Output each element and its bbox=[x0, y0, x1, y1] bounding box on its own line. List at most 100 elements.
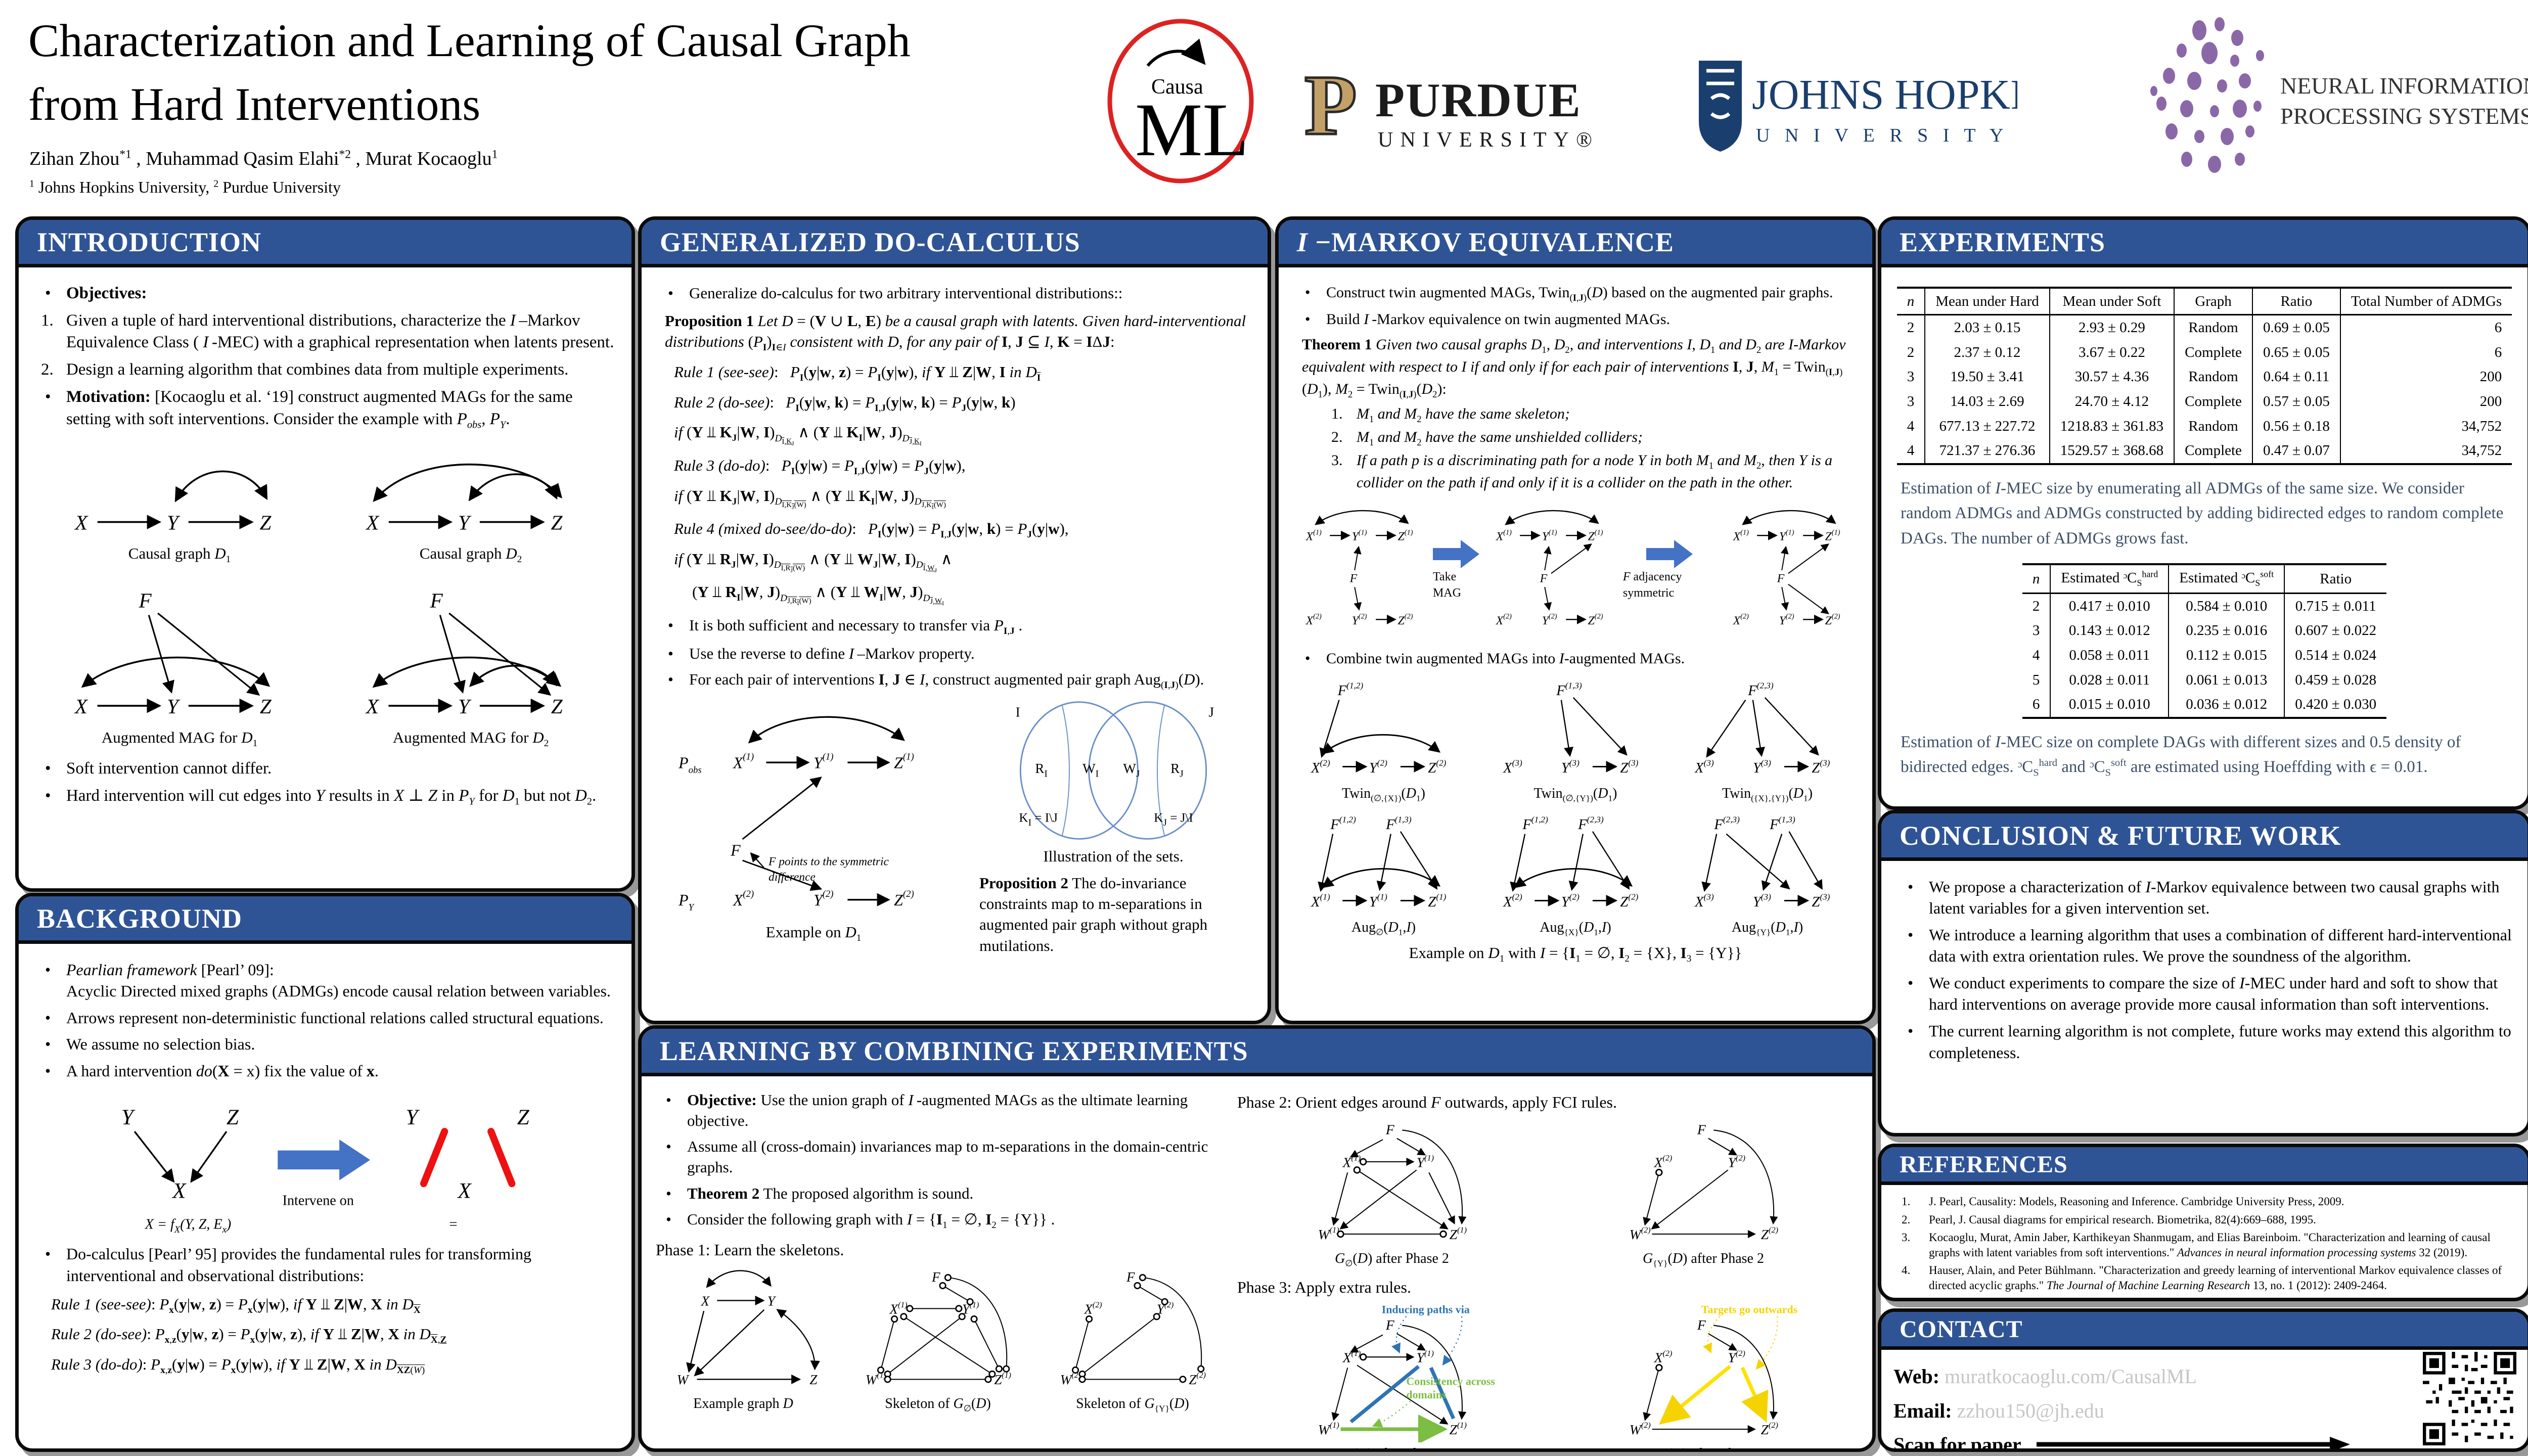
venn-label-WJ: W bbox=[1123, 761, 1136, 776]
node-label: Z bbox=[1189, 1372, 1197, 1387]
svg-text:Y(3): Y(3) bbox=[1753, 758, 1771, 776]
email-link[interactable]: zzhou150@jh.edu bbox=[1957, 1399, 2104, 1422]
caption-example-graph: Example graph D bbox=[693, 1396, 793, 1412]
svg-text:Y(1): Y(1) bbox=[1417, 1349, 1434, 1366]
venn-diagram: I J RI WI WJ RJ KI = I\J KJ = J\I bbox=[1016, 701, 1214, 840]
phase2-label: Phase 2: Orient edges around F outwards,… bbox=[1237, 1093, 1617, 1111]
svg-text:Pobs: Pobs bbox=[678, 754, 701, 775]
col-header: Estimated ᵓCShard bbox=[2050, 564, 2169, 594]
node-label: Y bbox=[167, 695, 180, 718]
svg-text:F(2,3): F(2,3) bbox=[1713, 815, 1740, 833]
twin-panel-3-diagram: F(2,3) X(3) Y(3) Z(3) bbox=[1694, 681, 1830, 776]
bullet-generalize: Generalize do-calculus for two arbitrary… bbox=[657, 283, 1252, 303]
bullet-consider: Consider the following graph with I = {I… bbox=[655, 1209, 1221, 1232]
poster-header: Characterization and Learning of Causal … bbox=[0, 0, 2528, 212]
svg-text:F(2,3): F(2,3) bbox=[1747, 681, 1774, 699]
svg-text:Z(2): Z(2) bbox=[1761, 1421, 1778, 1437]
twin-panel-3: F(2,3) X(3) Y(3) Z(3) Twin({X},{Y})(D1) bbox=[1678, 673, 1857, 804]
svg-text:F: F bbox=[1697, 1317, 1706, 1333]
augmented-mag-d2: F X Y Z Augmented MAG for D2 bbox=[344, 573, 597, 750]
contact-scan-row: Scan for paper bbox=[1893, 1431, 2515, 1448]
augmented-mag-d1-diagram: F X Y Z bbox=[74, 588, 272, 718]
svg-text:X: X bbox=[74, 511, 88, 534]
node-label: Y bbox=[814, 754, 824, 771]
do-calculus-header: GENERALIZED DO-CALCULUS bbox=[642, 220, 1268, 267]
node-label: X bbox=[1654, 1155, 1663, 1170]
venn-label-KJ: K bbox=[1154, 811, 1163, 825]
node-label: X bbox=[1084, 1302, 1094, 1317]
svg-text:X(2): X(2) bbox=[1654, 1349, 1673, 1366]
svg-text:W(1): W(1) bbox=[1318, 1421, 1339, 1437]
node-label: F bbox=[1577, 816, 1587, 833]
references-section: REFERENCES J. Pearl, Causality: Models, … bbox=[1878, 1144, 2528, 1301]
twin-step3-diagram: X(1) Y(1) Z(1) F X(2) Y(2) Z(2) bbox=[1733, 510, 1840, 627]
node-label: Y bbox=[1753, 760, 1763, 776]
rule1-see-see: Rule 1 (see-see): Px(y|w, z) = Px(y|w), … bbox=[51, 1295, 421, 1315]
svg-text:P: P bbox=[1304, 58, 1357, 153]
cut-edge-slash bbox=[487, 1128, 516, 1188]
caption-phase3-g0: G∅(D) after Phase 3 bbox=[1335, 1444, 1449, 1448]
rule2-do-see: Rule 2 (do-see): Px,z(y|w, z) = Px(y|w, … bbox=[51, 1325, 447, 1346]
node-label: X bbox=[457, 1179, 472, 1203]
svg-text:F: F bbox=[931, 1269, 940, 1285]
web-link[interactable]: muratkocaoglu.com/CausalML bbox=[1945, 1365, 2197, 1388]
node-label: X bbox=[365, 511, 380, 534]
twin-panel-1-diagram: F(1,2) X(2) Y(2) Z(2) bbox=[1311, 681, 1446, 776]
table-row: 4 677.13 ± 227.72 1218.83 ± 361.83 Random 0.… bbox=[1897, 414, 2512, 439]
node-label: F bbox=[1126, 1269, 1135, 1285]
node-label: X bbox=[1311, 760, 1321, 776]
bullet-pair-graph: For each pair of interventions I, J ∈ I,… bbox=[657, 669, 1252, 692]
svg-text:W(1): W(1) bbox=[1318, 1225, 1339, 1242]
svg-text:X(2): X(2) bbox=[1084, 1301, 1102, 1317]
bullet-arrows: Arrows represent non-deterministic funct… bbox=[34, 1007, 616, 1029]
node-label: F bbox=[1385, 1317, 1395, 1333]
dist-label: P bbox=[678, 754, 688, 771]
qr-code[interactable] bbox=[2423, 1352, 2516, 1446]
node-label: F bbox=[931, 1269, 940, 1285]
neurips-logo-icon: NEURAL INFORMATION PROCESSING SYSTEMS bbox=[2150, 17, 2528, 173]
annotation-consistency-2: domains bbox=[1406, 1389, 1446, 1401]
intervene-block-arrow bbox=[278, 1140, 371, 1181]
svg-text:Y: Y bbox=[121, 1106, 136, 1129]
col-header: Graph bbox=[2174, 287, 2252, 316]
node-label: Z bbox=[809, 1372, 818, 1387]
svg-text:UNIVERSITY®: UNIVERSITY® bbox=[1378, 128, 1599, 152]
aug-panel-3: F(2,3) F(1,3) X(3) Y(3) Z(3) Aug{Y}(D1,I… bbox=[1678, 807, 1857, 938]
node-label: Y bbox=[1542, 614, 1550, 627]
node-label: Z bbox=[894, 754, 903, 771]
conclusion-bullet-1: We propose a characterization of I-Marko… bbox=[1897, 876, 2512, 919]
svg-text:Z(2): Z(2) bbox=[894, 889, 914, 909]
node-label: X bbox=[1496, 530, 1504, 543]
svg-text:WI: WI bbox=[1082, 761, 1099, 780]
gen-rule3a: Rule 3 (do-do): PI(y|w) = PI,J(y|w) = PJ… bbox=[674, 456, 966, 477]
rule3-do-do: Rule 3 (do-do): Px,z(y|w) = Px(y|w), if … bbox=[51, 1355, 425, 1376]
do-calculus-section: GENERALIZED DO-CALCULUS Generalize do-ca… bbox=[638, 216, 1271, 1024]
email-label: Email: bbox=[1893, 1399, 1952, 1422]
node-label: X bbox=[1694, 894, 1704, 910]
causaml-logo: Causa ML bbox=[1105, 18, 1256, 185]
svg-text:X: X bbox=[457, 1179, 472, 1203]
node-label: F bbox=[730, 841, 741, 859]
node-label: Y bbox=[1417, 1350, 1426, 1366]
node-label: Y bbox=[1779, 530, 1787, 543]
svg-text:Z(3): Z(3) bbox=[1812, 758, 1830, 776]
table-row: 3 19.50 ± 3.41 30.57 ± 4.36 Random 0.64 ± 0.… bbox=[1897, 365, 2512, 389]
table-row: 2 0.417 ± 0.010 0.584 ± 0.010 0.715 ± 0.011 bbox=[2022, 593, 2387, 619]
svg-text:Y(1): Y(1) bbox=[1779, 528, 1794, 543]
svg-text:Z(2): Z(2) bbox=[1620, 892, 1638, 910]
svg-text:X(2): X(2) bbox=[1503, 892, 1522, 910]
node-label: Y bbox=[167, 511, 180, 534]
svg-text:Z(1): Z(1) bbox=[994, 1371, 1011, 1387]
learning-header: LEARNING BY COMBINING EXPERIMENTS bbox=[642, 1029, 1872, 1076]
caption-skeleton-gy: Skeleton of G{Y}(D) bbox=[1076, 1396, 1189, 1414]
svg-text:Y: Y bbox=[405, 1106, 420, 1129]
poster-authors: Zihan Zhou*1 , Muhammad Qasim Elahi*2 , … bbox=[29, 148, 498, 169]
node-label: Z bbox=[1761, 1422, 1769, 1437]
node-label: X bbox=[732, 891, 744, 909]
node-label: X bbox=[74, 695, 88, 718]
svg-text:X: X bbox=[365, 511, 380, 534]
node-label: X bbox=[1311, 894, 1321, 910]
phase3-gy-diagram: Targets go outwards F X(2) Y(2) W(2) Z(2… bbox=[1630, 1303, 1797, 1437]
svg-text:Y(2): Y(2) bbox=[1369, 758, 1387, 776]
theorem1-item-1: M1 and M2 have the same skeleton; bbox=[1324, 404, 1857, 426]
